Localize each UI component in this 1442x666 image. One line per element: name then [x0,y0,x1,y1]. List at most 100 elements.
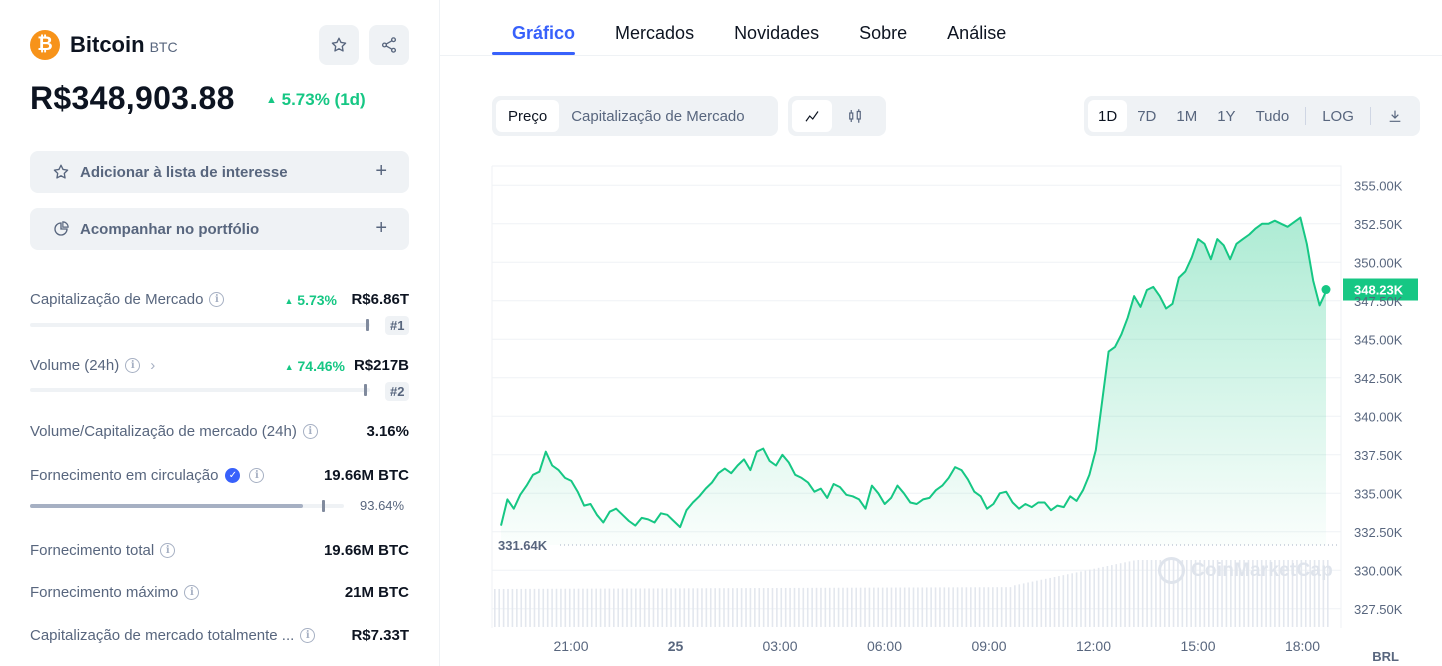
range-1y[interactable]: 1Y [1217,107,1236,125]
chevron-right-icon[interactable]: › [150,357,156,374]
volume-bar [621,588,624,627]
volume-bar [859,587,862,627]
info-icon[interactable]: i [125,358,141,373]
volume-bar [895,587,897,627]
coin-symbol: BTC [149,39,178,55]
coin-summary-panel: ₿ Bitcoin BTC R$348,903.88 ▲ 5.73% (1d) … [0,0,440,666]
volume-bar [1031,581,1034,627]
volume-bar [709,588,712,627]
info-icon[interactable]: i [209,292,225,307]
volume-bar [630,588,633,627]
x-tick-label: 18:00 [1285,638,1320,654]
volume-bar [1102,566,1104,627]
star-icon [53,164,69,179]
volume-bar [1309,560,1311,627]
volume-bar [1111,565,1113,627]
share-button[interactable] [369,25,409,65]
volume-bar [670,588,672,627]
range-1m[interactable]: 1M [1176,107,1198,125]
price-option[interactable]: Preço [496,100,560,132]
volume-bar [1304,560,1307,627]
volume-bar [590,588,593,627]
tab-analysis[interactable]: Análise [947,23,1007,43]
volume-bar [1265,560,1267,627]
info-icon[interactable]: i [160,543,176,558]
volume-bar [1080,571,1082,627]
up-triangle-icon: ▲ [284,295,294,306]
volume-bar [1252,560,1254,627]
x-tick-label: 15:00 [1180,638,1215,654]
add-to-watchlist-button[interactable]: Adicionar à lista de interesse + [30,151,409,193]
y-tick-label: 342.50K [1354,371,1403,386]
range-7d[interactable]: 7D [1137,107,1157,125]
volume-bar [1155,560,1157,627]
watchlist-star-button[interactable] [319,25,359,65]
coin-header: ₿ Bitcoin BTC [30,30,178,60]
tab-markets[interactable]: Mercados [615,23,695,43]
volume-bar [683,588,686,627]
volume-bar [635,588,637,627]
tab-chart[interactable]: Gráfico [491,0,576,56]
stat-value: R$7.33T [351,627,409,644]
info-icon[interactable]: i [302,424,318,439]
volume-bar [1177,560,1179,627]
plus-icon: + [375,160,387,182]
volume-bar [1238,560,1241,627]
coin-name: Bitcoin [70,32,145,57]
volume-bar [886,587,888,627]
volume-bar [798,587,800,627]
volume-bar [1296,560,1298,627]
tab-news[interactable]: Novidades [734,23,820,43]
line-chart-button[interactable] [792,100,832,132]
info-icon[interactable]: i [249,468,265,483]
tab-about[interactable]: Sobre [859,23,908,43]
volume-bar [740,588,743,627]
current-price-badge [1343,278,1418,301]
volume-bar [758,588,761,627]
range-1d[interactable]: 1D [1088,100,1128,132]
volume-bar [1282,560,1285,627]
info-icon[interactable]: i [184,585,200,600]
volume-bar [1000,587,1003,627]
bar-marker [364,384,367,396]
volume-bar [564,588,567,627]
volume-bar [1269,560,1272,627]
download-button[interactable] [1377,100,1413,132]
stat-label: Volume/Capitalização de mercado (24h) [30,423,297,440]
volume-bar [30,384,370,396]
chart-type-toggle: Preço Capitalização de Mercado [492,96,778,136]
volume-bar [613,588,615,627]
volume-bar [1159,560,1162,627]
track-portfolio-button[interactable]: Acompanhar no portfólio + [30,208,409,250]
volume-bar [1322,560,1325,627]
share-icon [381,37,397,53]
volume-bar [1327,560,1329,627]
candlestick-chart-button[interactable] [832,100,878,132]
volume-bar [538,588,540,627]
current-price-dot [1321,285,1331,295]
volume-bar [1181,560,1184,627]
volume-bar [1225,560,1228,627]
volume-bar [555,588,558,627]
volume-bar [1274,560,1276,627]
volume-bar [494,589,496,627]
volume-bar [1300,560,1303,627]
volume-bar [1168,560,1170,627]
volume-bar [978,587,981,627]
info-icon[interactable]: i [300,628,316,643]
tabs-divider [440,55,1442,56]
stat-label: Fornecimento máximo [30,584,179,601]
volume-bar [1062,575,1065,627]
volume-bar [789,587,791,627]
volume-bar [1190,560,1192,627]
volume-bar [947,587,950,627]
y-tick-label: 340.00K [1354,409,1403,424]
range-all[interactable]: Tudo [1255,107,1290,125]
volume-bar [846,587,849,627]
volume-bar [511,588,514,627]
log-scale-button[interactable]: LOG [1322,107,1354,125]
market-cap-option[interactable]: Capitalização de Mercado [571,107,745,125]
volume-bar [771,588,774,627]
volume-bar [1247,560,1250,627]
